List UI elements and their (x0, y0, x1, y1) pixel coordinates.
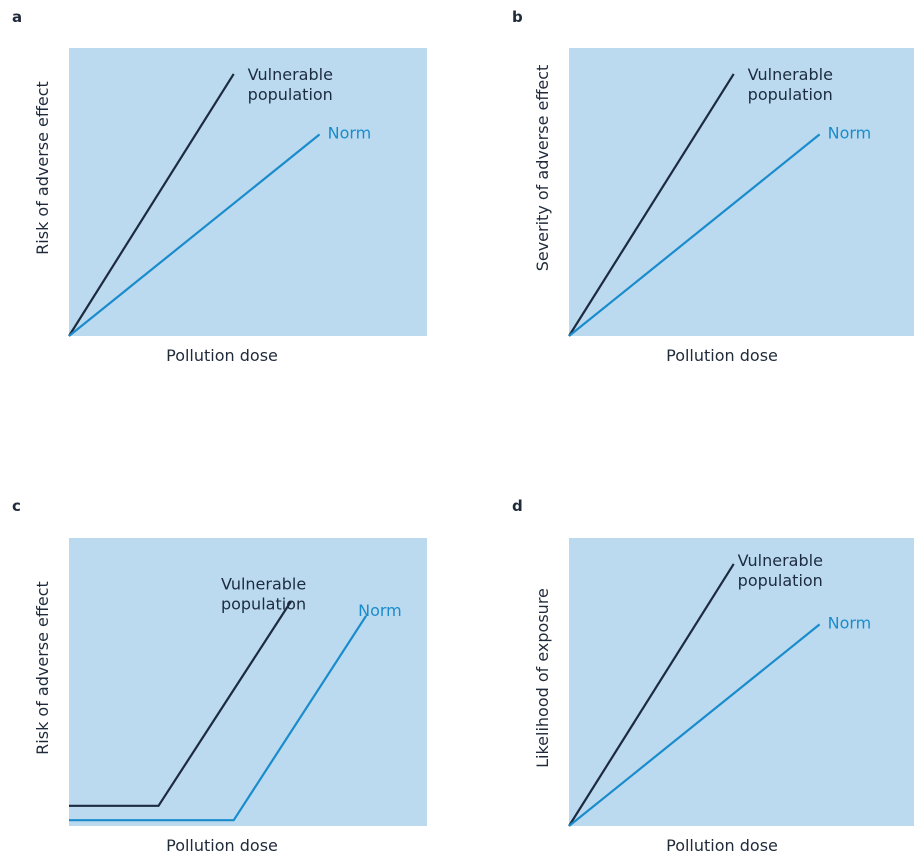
series-label-vulnerable: Vulnerable population (748, 65, 833, 104)
plot-area (569, 48, 914, 336)
series-line-vulnerable (568, 73, 735, 337)
series-label-vulnerable: Vulnerable population (221, 574, 306, 613)
series-line-vulnerable (568, 563, 735, 827)
panel-letter-b: b (512, 8, 523, 26)
series-line-norm (568, 623, 821, 827)
panel-letter-c: c (12, 497, 21, 515)
plot-area (569, 538, 914, 826)
series-line-vulnerable (69, 600, 292, 807)
series-label-vulnerable: Vulnerable population (248, 65, 333, 104)
series-label-norm: Norm (828, 123, 872, 142)
y-axis-label: Likelihood of exposure (533, 588, 552, 768)
plot-area (69, 538, 427, 826)
x-axis-label: Pollution dose (166, 346, 278, 365)
series-label-norm: Norm (828, 613, 872, 632)
series-label-norm: Norm (358, 601, 402, 620)
series-line-vulnerable (68, 73, 235, 337)
x-axis-label: Pollution dose (166, 836, 278, 855)
series-line-norm (68, 133, 321, 337)
series-line-norm (69, 615, 368, 822)
panel-letter-a: a (12, 8, 23, 26)
y-axis-label: Risk of adverse effect (33, 581, 52, 755)
series-label-vulnerable: Vulnerable population (738, 551, 823, 590)
x-axis-label: Pollution dose (666, 836, 778, 855)
y-axis-label: Risk of adverse effect (33, 81, 52, 255)
panel-letter-d: d (512, 497, 523, 515)
y-axis-label: Severity of adverse effect (533, 65, 552, 272)
x-axis-label: Pollution dose (666, 346, 778, 365)
series-label-norm: Norm (328, 123, 372, 142)
series-line-norm (568, 133, 821, 337)
